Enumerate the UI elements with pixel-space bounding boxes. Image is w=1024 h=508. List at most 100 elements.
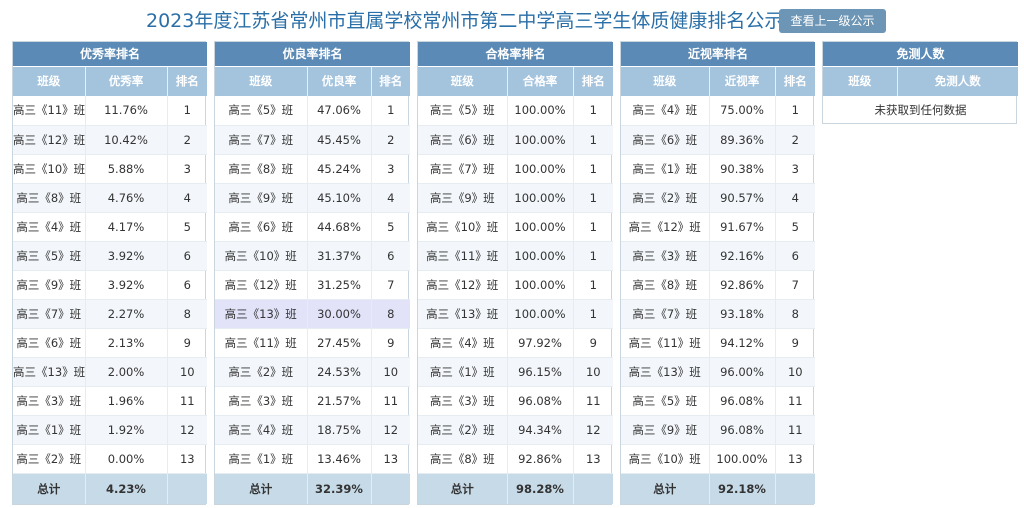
rate-cell: 11.76% xyxy=(85,96,168,126)
view-parent-level-button[interactable]: 查看上一级公示 xyxy=(779,9,886,33)
rank-cell: 11 xyxy=(775,386,816,416)
rate-cell: 96.15% xyxy=(507,357,574,387)
class-cell: 高三《7》班 xyxy=(621,299,710,329)
table-row: 高三《9》班 3.92% 6 xyxy=(13,270,208,300)
class-cell: 高三《9》班 xyxy=(13,270,86,300)
total-rate: 98.28% xyxy=(507,473,574,504)
rate-cell: 100.00% xyxy=(507,96,574,126)
table-row: 高三《9》班 45.10% 4 xyxy=(215,183,411,213)
page-title: 2023年度江苏省常州市直属学校常州市第二中学高三学生体质健康排名公示 xyxy=(146,10,784,32)
class-cell: 高三《1》班 xyxy=(418,357,508,387)
rate-cell: 2.13% xyxy=(85,328,168,358)
table-row: 高三《1》班 13.46% 13 xyxy=(215,444,411,474)
table-row: 高三《8》班 92.86% 13 xyxy=(418,444,614,474)
class-cell: 高三《7》班 xyxy=(418,154,508,184)
table-row: 高三《4》班 4.17% 5 xyxy=(13,212,208,242)
table-row: 高三《2》班 0.00% 13 xyxy=(13,444,208,474)
rank-cell: 5 xyxy=(775,212,816,242)
rank-cell: 11 xyxy=(573,386,614,416)
table-row: 高三《3》班 21.57% 11 xyxy=(215,386,411,416)
rank-cell: 13 xyxy=(775,444,816,474)
rate-cell: 45.45% xyxy=(307,125,372,155)
rate-cell: 92.16% xyxy=(709,241,776,271)
table-body: 高三《5》班 100.00% 1 高三《6》班 100.00% 1 高三《7》班 100.00… xyxy=(418,96,614,504)
rank-cell: 1 xyxy=(371,96,411,126)
page-header: 2023年度江苏省常州市直属学校常州市第二中学高三学生体质健康排名公示 查看上一… xyxy=(0,8,1024,34)
rate-cell: 31.37% xyxy=(307,241,372,271)
class-cell: 高三《13》班 xyxy=(621,357,710,387)
class-cell: 高三《12》班 xyxy=(215,270,308,300)
rate-cell: 100.00% xyxy=(507,241,574,271)
rank-cell: 1 xyxy=(573,125,614,155)
total-rank xyxy=(573,473,614,504)
class-cell: 高三《5》班 xyxy=(621,386,710,416)
excellent-rate-table: 优秀率排名 班级 优秀率 排名 高三《11》班 11.76% 1 高三《12》班 10.… xyxy=(13,42,208,504)
rank-cell: 1 xyxy=(573,299,614,329)
rate-cell: 27.45% xyxy=(307,328,372,358)
total-row: 总计 92.18% xyxy=(621,473,816,504)
class-cell: 高三《3》班 xyxy=(621,241,710,271)
rank-cell: 12 xyxy=(371,415,411,445)
rate-cell: 97.92% xyxy=(507,328,574,358)
rate-cell: 90.38% xyxy=(709,154,776,184)
rate-cell: 92.86% xyxy=(709,270,776,300)
column-header-rank: 排名 xyxy=(775,66,816,96)
table-row: 高三《1》班 90.38% 3 xyxy=(621,154,816,184)
class-cell: 高三《6》班 xyxy=(621,125,710,155)
rank-cell: 6 xyxy=(371,241,411,271)
table-row: 高三《8》班 4.76% 4 xyxy=(13,183,208,213)
rate-cell: 18.75% xyxy=(307,415,372,445)
rate-cell: 100.00% xyxy=(507,183,574,213)
rank-cell: 2 xyxy=(775,125,816,155)
rate-cell: 4.76% xyxy=(85,183,168,213)
rate-cell: 5.88% xyxy=(85,154,168,184)
rate-cell: 91.67% xyxy=(709,212,776,242)
rate-cell: 96.08% xyxy=(709,386,776,416)
class-cell: 高三《4》班 xyxy=(13,212,86,242)
table-row: 高三《6》班 44.68% 5 xyxy=(215,212,411,242)
column-header-class: 班级 xyxy=(13,66,86,96)
total-row: 总计 98.28% xyxy=(418,473,614,504)
total-label: 总计 xyxy=(13,473,86,504)
class-cell: 高三《12》班 xyxy=(13,125,86,155)
table-body: 高三《4》班 75.00% 1 高三《6》班 89.36% 2 高三《1》班 90.38% 3 高… xyxy=(621,96,816,504)
rank-cell: 7 xyxy=(371,270,411,300)
rank-cell: 9 xyxy=(573,328,614,358)
table-row: 高三《4》班 75.00% 1 xyxy=(621,96,816,126)
rate-cell: 24.53% xyxy=(307,357,372,387)
table-row: 高三《13》班 100.00% 1 xyxy=(418,299,614,329)
table-row: 高三《13》班 96.00% 10 xyxy=(621,357,816,387)
class-cell: 高三《13》班 xyxy=(215,299,308,329)
table-row: 高三《4》班 18.75% 12 xyxy=(215,415,411,445)
table-row: 高三《11》班 100.00% 1 xyxy=(418,241,614,271)
class-cell: 高三《9》班 xyxy=(621,415,710,445)
rank-cell: 9 xyxy=(775,328,816,358)
rate-cell: 100.00% xyxy=(507,125,574,155)
table-row: 高三《5》班 47.06% 1 xyxy=(215,96,411,126)
panel-title: 合格率排名 xyxy=(418,42,614,67)
rank-cell: 13 xyxy=(371,444,411,474)
rank-cell: 1 xyxy=(573,241,614,271)
class-cell: 高三《2》班 xyxy=(418,415,508,445)
column-header-rank: 排名 xyxy=(573,66,614,96)
table-row: 高三《6》班 89.36% 2 xyxy=(621,125,816,155)
rate-cell: 44.68% xyxy=(307,212,372,242)
rate-cell: 96.00% xyxy=(709,357,776,387)
class-cell: 高三《13》班 xyxy=(418,299,508,329)
table-row: 高三《2》班 90.57% 4 xyxy=(621,183,816,213)
rank-cell: 12 xyxy=(167,415,208,445)
total-rank xyxy=(775,473,816,504)
rate-cell: 100.00% xyxy=(507,212,574,242)
rank-cell: 12 xyxy=(573,415,614,445)
rate-cell: 92.86% xyxy=(507,444,574,474)
table-row: 高三《2》班 94.34% 12 xyxy=(418,415,614,445)
rank-cell: 1 xyxy=(167,96,208,126)
pass-rate-panel: 合格率排名 班级 合格率 排名 高三《5》班 100.00% 1 高三《6》班 100.… xyxy=(417,41,614,505)
rank-cell: 8 xyxy=(371,299,411,329)
rank-cell: 3 xyxy=(775,154,816,184)
class-cell: 高三《6》班 xyxy=(215,212,308,242)
rate-cell: 100.00% xyxy=(507,270,574,300)
rate-cell: 45.24% xyxy=(307,154,372,184)
rank-cell: 6 xyxy=(167,270,208,300)
rank-cell: 5 xyxy=(371,212,411,242)
